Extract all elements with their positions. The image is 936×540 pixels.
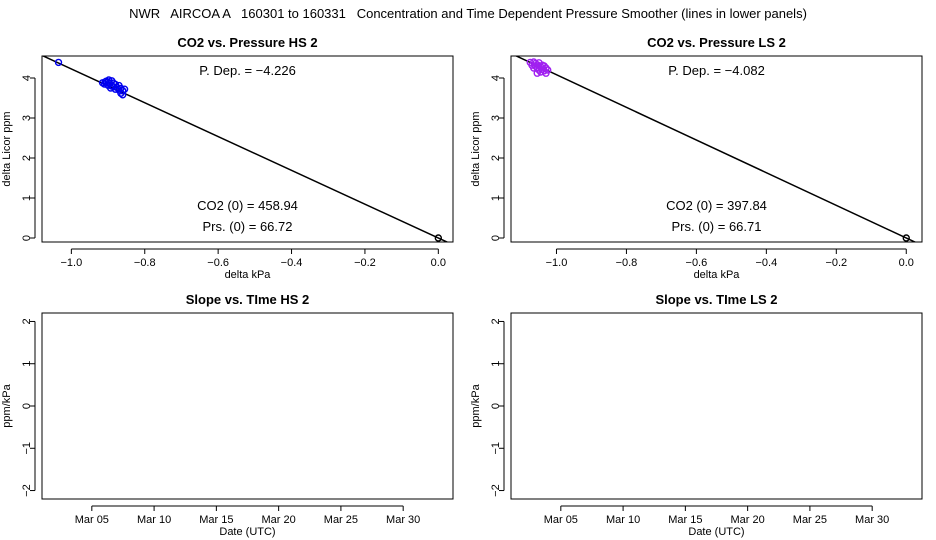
data-point xyxy=(542,64,550,72)
co2-intercept-label: CO2 (0) = 458.94 xyxy=(197,198,298,213)
y-tick-label: 0 xyxy=(490,235,502,241)
x-tick-label: −0.6 xyxy=(686,257,708,269)
data-point xyxy=(540,62,548,70)
plot-frame xyxy=(510,55,923,243)
x-tick-label: −0.4 xyxy=(755,257,777,269)
y-axis-label: ppm/kPa xyxy=(1,383,13,427)
y-tick-label: 2 xyxy=(490,155,502,161)
x-tick-label: Mar 30 xyxy=(855,514,889,526)
pressure-dependence-label: P. Dep. = −4.226 xyxy=(199,63,296,78)
x-tick-label: −0.6 xyxy=(207,257,229,269)
x-tick-label: Mar 25 xyxy=(793,514,827,526)
y-tick-label: 0 xyxy=(21,235,33,241)
y-tick-label: 4 xyxy=(21,75,33,81)
y-tick-label: 3 xyxy=(21,115,33,121)
y-tick-label: 4 xyxy=(490,75,502,81)
y-tick-label: 2 xyxy=(21,318,33,324)
x-tick-label: −1.0 xyxy=(60,257,82,269)
x-tick-label: Mar 05 xyxy=(75,514,109,526)
x-tick-label: Mar 15 xyxy=(199,514,233,526)
y-tick-label: 3 xyxy=(490,115,502,121)
x-axis-label: delta kPa xyxy=(694,269,741,281)
origin-point xyxy=(902,234,910,242)
y-tick-label: −2 xyxy=(21,484,33,497)
co2-intercept-label: CO2 (0) = 397.84 xyxy=(666,198,767,213)
x-tick-label: Mar 10 xyxy=(137,514,171,526)
data-point xyxy=(106,84,115,92)
panel-title: CO2 vs. Pressure HS 2 xyxy=(177,35,317,50)
y-axis-label: ppm/kPa xyxy=(470,383,482,427)
data-point xyxy=(119,87,127,95)
x-tick-label: −0.4 xyxy=(281,257,303,269)
plot-frame xyxy=(41,312,454,500)
pressure-dependence-label: P. Dep. = −4.082 xyxy=(668,63,765,78)
plot-frame xyxy=(41,55,454,243)
x-axis-label: delta kPa xyxy=(225,269,272,281)
data-point xyxy=(530,64,538,72)
y-tick-label: 1 xyxy=(490,195,502,201)
x-tick-label: Mar 05 xyxy=(544,514,578,526)
panel-title: CO2 vs. Pressure LS 2 xyxy=(647,35,786,50)
fit-line xyxy=(514,56,917,242)
chart-panel-1: CO2 vs. Pressure HS 2 −1.0 −0.8 −0.6 −0.4 −0.… xyxy=(1,35,454,281)
x-tick-label: −0.8 xyxy=(134,257,156,269)
pressure-intercept-label: Prs. (0) = 66.72 xyxy=(203,219,293,234)
x-tick-label: 0.0 xyxy=(899,257,914,269)
y-tick-label: 2 xyxy=(21,155,33,161)
origin-point xyxy=(434,234,443,242)
x-tick-label: Mar 15 xyxy=(668,514,702,526)
x-axis-label: Date (UTC) xyxy=(219,526,275,538)
x-axis-label: Date (UTC) xyxy=(688,526,744,538)
panel-title: Slope vs. TIme HS 2 xyxy=(186,292,310,307)
y-tick-label: 1 xyxy=(21,361,33,367)
x-tick-label: Mar 25 xyxy=(324,514,358,526)
x-tick-label: −0.2 xyxy=(825,257,847,269)
y-tick-label: 1 xyxy=(490,361,502,367)
x-tick-label: Mar 10 xyxy=(606,514,640,526)
y-tick-label: −1 xyxy=(490,442,502,455)
y-axis-label: delta Licor ppm xyxy=(470,111,482,186)
data-point xyxy=(54,58,63,67)
data-point xyxy=(119,91,127,99)
y-tick-label: 1 xyxy=(21,195,33,201)
y-tick-label: −1 xyxy=(21,442,33,455)
y-tick-label: −2 xyxy=(490,484,502,497)
x-tick-label: Mar 30 xyxy=(386,514,420,526)
figure-title: NWR AIRCOA A 160301 to 160331 Concentrat… xyxy=(129,6,807,21)
data-point xyxy=(105,76,113,84)
y-tick-label: 2 xyxy=(490,318,502,324)
chart-panel-2: CO2 vs. Pressure LS 2 −1.0 −0.8 −0.6 −0.4 −0.… xyxy=(470,35,923,281)
y-tick-label: 0 xyxy=(21,403,33,409)
chart-panel-3: Slope vs. TIme HS 2 Mar 05 Mar 10 Mar 15 Mar… xyxy=(1,292,454,538)
data-point xyxy=(101,78,109,86)
x-tick-label: Mar 20 xyxy=(262,514,296,526)
y-axis-label: delta Licor ppm xyxy=(1,111,13,186)
panel-title: Slope vs. TIme LS 2 xyxy=(655,292,777,307)
x-tick-label: 0.0 xyxy=(431,257,446,269)
x-tick-label: −1.0 xyxy=(546,257,568,269)
data-point xyxy=(533,69,541,77)
plot-frame xyxy=(510,312,923,500)
chart-panel-4: Slope vs. TIme LS 2 Mar 05 Mar 10 Mar 15 Mar… xyxy=(470,292,923,538)
y-tick-label: 0 xyxy=(490,403,502,409)
x-tick-label: −0.8 xyxy=(616,257,638,269)
x-tick-label: Mar 20 xyxy=(731,514,765,526)
pressure-intercept-label: Prs. (0) = 66.71 xyxy=(672,219,762,234)
x-tick-label: −0.2 xyxy=(354,257,376,269)
